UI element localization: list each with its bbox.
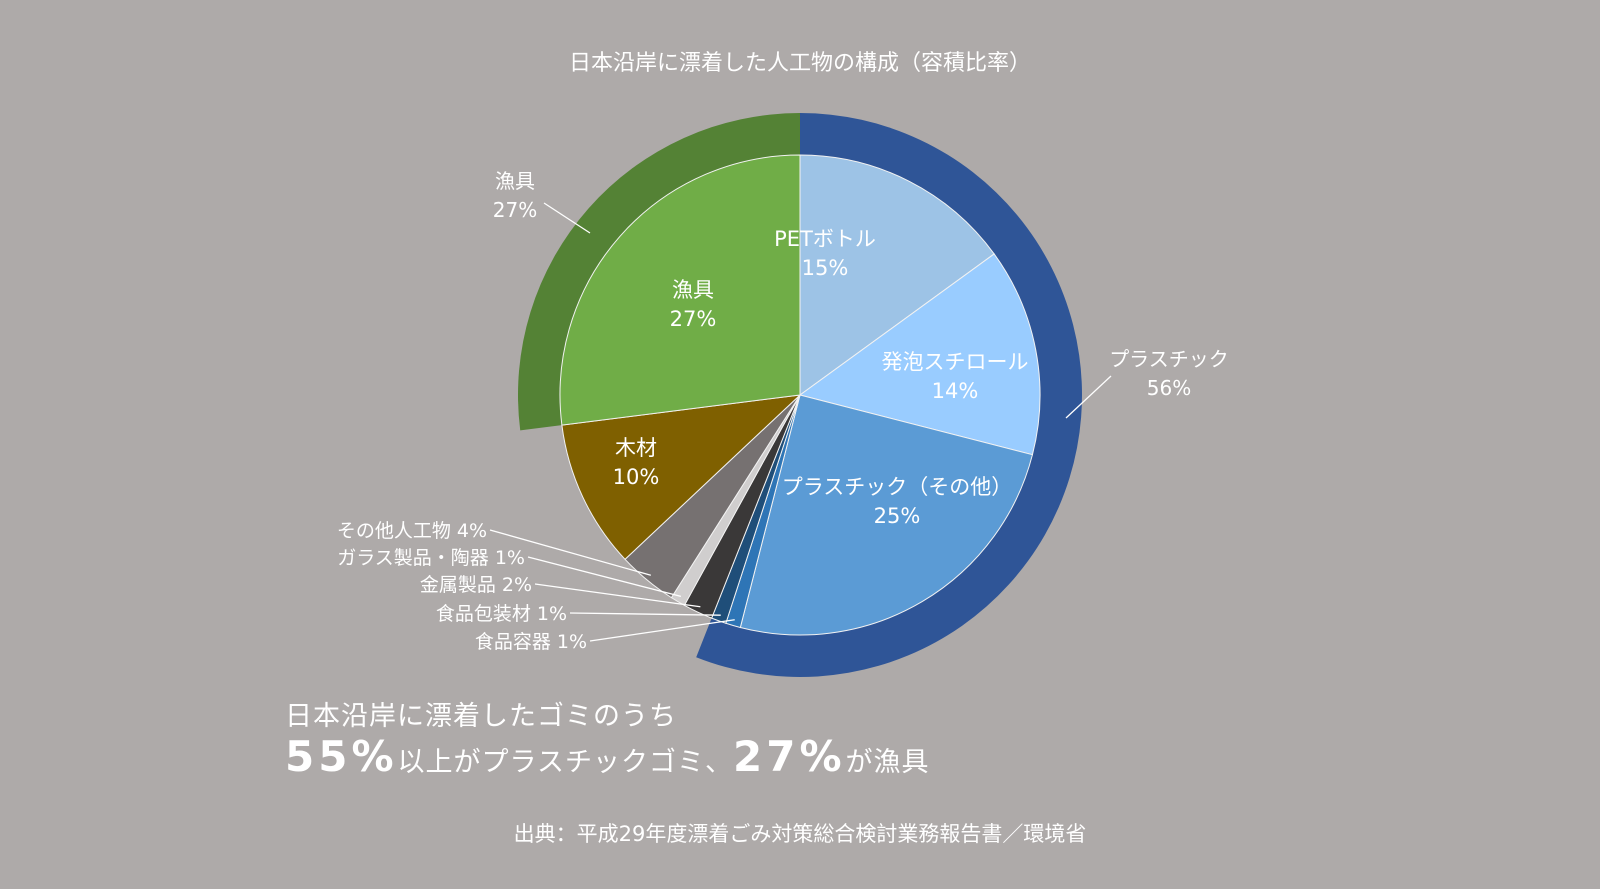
inner-slice-0 <box>799 154 995 396</box>
small-label-4: 食品包装材 1% <box>436 603 567 625</box>
summary-plastic-percent: 55% <box>285 732 398 781</box>
inner-label-0: PETボトル 15% <box>774 227 876 280</box>
inner-slice-2 <box>739 394 1034 636</box>
summary-fishing-text: が漁具 <box>845 747 930 778</box>
summary-text: 日本沿岸に漂着したゴミのうち 55%以上がプラスチックゴミ、27%が漁具 <box>285 700 930 786</box>
small-label-5: 金属製品 2% <box>420 574 532 596</box>
outer-label-plastic: プラスチック 56% <box>1109 347 1229 400</box>
inner-label-9: 漁具 27% <box>670 278 717 331</box>
inner-slice-9 <box>559 154 801 426</box>
inner-pie <box>559 154 1041 636</box>
summary-fishing-percent: 27% <box>733 732 846 781</box>
source-citation: 出典：平成29年度漂着ごみ対策総合検討業務報告書／環境省 <box>513 822 1087 846</box>
slice-labels: PETボトル 15% 発泡スチロール 14% プラスチック（その他） 25% 木材 10% 漁具… <box>337 169 1229 653</box>
inner-slice-1 <box>798 253 1041 456</box>
chart-title: 日本沿岸に漂着した人工物の構成（容積比率） <box>569 51 1031 76</box>
inner-label-1: 発泡スチロール 14% <box>882 350 1029 403</box>
leader-line-6 <box>527 556 682 598</box>
leader-line-5 <box>534 583 701 608</box>
small-label-3: 食品容器 1% <box>475 631 587 653</box>
leader-line-outer-plastic <box>1065 375 1112 419</box>
inner-label-2: プラスチック（その他） 25% <box>782 475 1013 528</box>
leader-lines <box>489 202 1112 642</box>
leader-line-outer-fishing <box>543 202 591 234</box>
leader-line-4 <box>569 612 721 616</box>
leader-line-3 <box>589 619 735 642</box>
inner-label-8: 木材 10% <box>613 436 660 489</box>
summary-line-2: 55%以上がプラスチックゴミ、27%が漁具 <box>285 734 930 786</box>
inner-slice-8 <box>561 394 802 560</box>
summary-plastic-text: 以上がプラスチックゴミ、 <box>397 747 733 778</box>
small-label-7: その他人工物 4% <box>337 520 487 542</box>
small-label-6: ガラス製品・陶器 1% <box>337 547 525 569</box>
summary-line-1: 日本沿岸に漂着したゴミのうち <box>285 701 677 732</box>
leader-line-7 <box>489 529 652 576</box>
outer-label-fishing-gear: 漁具 27% <box>493 169 537 222</box>
